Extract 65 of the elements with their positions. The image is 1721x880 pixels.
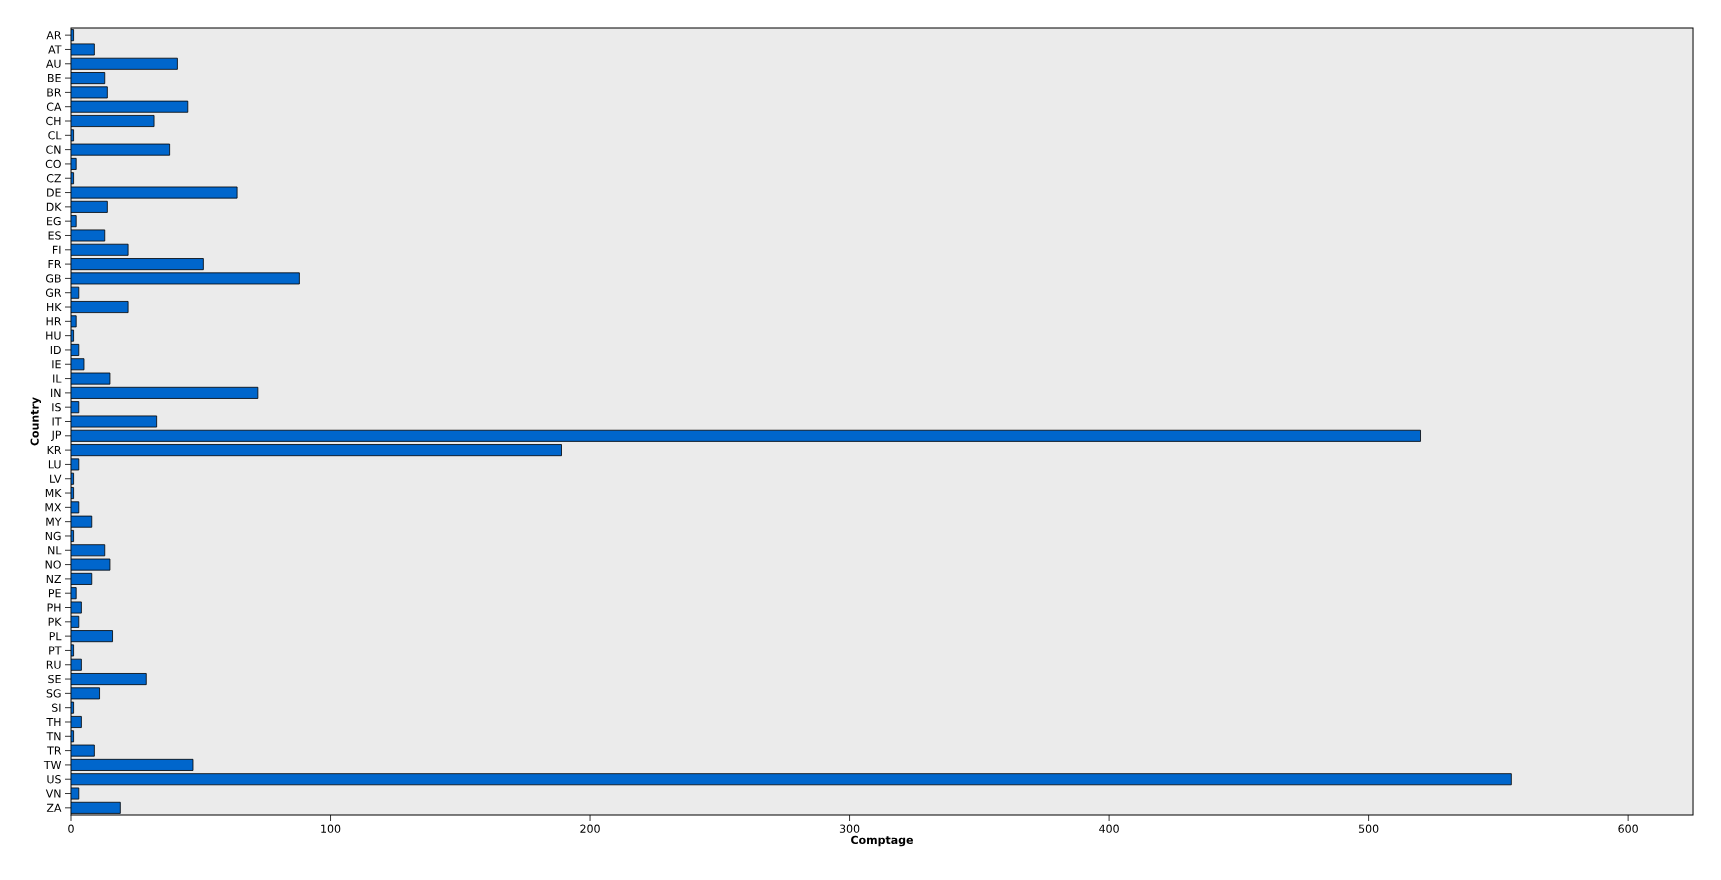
y-tick-label: PL (49, 632, 62, 641)
y-tick-label: CN (46, 145, 61, 154)
y-tick-label: SI (51, 703, 61, 712)
x-tick-label: 100 (321, 824, 341, 833)
y-tick-label: TH (46, 717, 61, 726)
y-tick-label: DK (46, 202, 62, 211)
y-tick-label: DE (47, 188, 61, 197)
y-tick-label: HR (46, 317, 62, 326)
y-tick-label: AR (46, 31, 62, 40)
y-tick-label: TR (47, 746, 62, 755)
y-tick-label: IN (51, 388, 61, 397)
y-tick-label: JP (51, 430, 62, 441)
y-tick-label: HK (47, 303, 62, 312)
y-tick-label: TN (46, 732, 61, 741)
y-tick-label: IL (53, 374, 62, 383)
y-tick-label: AT (48, 45, 62, 54)
y-tick-label: VN (45, 789, 61, 798)
x-tick-label: 500 (1358, 824, 1379, 833)
y-tick-label: GB (46, 274, 61, 283)
y-tick-label: CO (45, 159, 61, 169)
y-tick-label: RU (46, 660, 61, 669)
y-tick-label: EG (47, 217, 61, 226)
x-tick-label: 400 (1099, 824, 1119, 833)
y-tick-label: MK (45, 489, 62, 498)
y-tick-label: PK (48, 617, 62, 626)
y-tick-label: IS (52, 403, 61, 412)
x-tick-label: 600 (1618, 824, 1638, 833)
y-tick-label: ID (50, 345, 61, 354)
y-tick-label: ZA (46, 803, 62, 812)
y-tick-label: SG (46, 689, 61, 698)
x-tick-label: 200 (580, 824, 600, 833)
y-tick-label: AU (45, 59, 61, 68)
y-tick-label: PT (49, 646, 62, 655)
y-tick-label: PH (47, 603, 61, 612)
y-tick-label: US (47, 775, 61, 784)
y-tick-label: ES (48, 231, 61, 240)
bar (71, 773, 1512, 786)
y-tick-label: NL (48, 546, 62, 555)
x-axis-title: Comptage (851, 835, 913, 847)
y-tick-label: FI (52, 245, 61, 254)
y-tick-label: SE (48, 674, 61, 684)
y-tick-label: IE (52, 360, 61, 369)
y-tick-label: FR (48, 260, 62, 269)
y-tick-label: CA (46, 102, 62, 111)
y-tick-label: GR (45, 288, 62, 297)
y-tick-label: CZ (46, 174, 61, 183)
y-tick-label: LV (50, 474, 62, 483)
y-tick-label: CL (48, 131, 62, 140)
y-tick-label: CH (46, 116, 61, 126)
y-axis-title: Country (30, 397, 42, 446)
y-tick-label: HU (46, 331, 61, 340)
x-tick-label: 0 (68, 824, 74, 833)
y-tick-label: PE (48, 589, 61, 598)
y-tick-label: NO (45, 560, 61, 569)
y-tick-label: MX (45, 503, 62, 512)
y-tick-label: IT (52, 417, 62, 426)
y-tick-label: BR (47, 88, 62, 97)
y-tick-label: KR (47, 446, 62, 455)
y-tick-label: BE (48, 74, 61, 83)
y-tick-label: NG (45, 531, 61, 541)
y-tick-label: MY (46, 517, 62, 526)
y-tick-label: NZ (46, 574, 61, 583)
x-tick-label: 300 (839, 824, 860, 833)
y-tick-label: LU (48, 460, 61, 469)
y-tick-label: TW (43, 760, 62, 769)
